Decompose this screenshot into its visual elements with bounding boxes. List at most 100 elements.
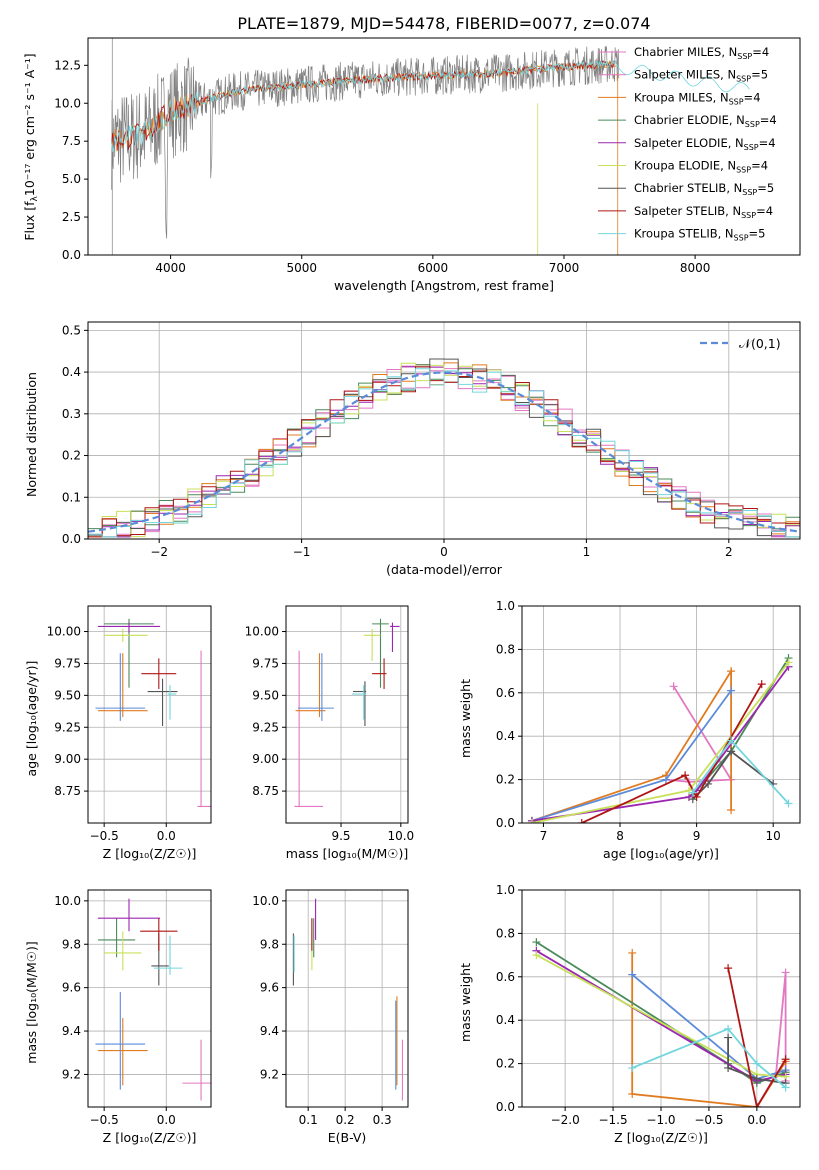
- weight-marker: [532, 938, 541, 947]
- residuals-panel: −2 −1 0 1 2 0.0 0.1 0.2 0.3 0.4 0.5 (data-model)/er…: [24, 321, 801, 577]
- y-tick-label: 1.0: [496, 599, 515, 613]
- x-tick-label: −0.5: [90, 1113, 119, 1127]
- weight-marker: [727, 747, 736, 756]
- weight-marker: [727, 805, 736, 814]
- axes-frame: [521, 605, 801, 824]
- y-tick-label: 0.6: [496, 970, 515, 984]
- y-tick-label: 9.00: [252, 752, 279, 766]
- y-tick-label: 9.8: [62, 937, 81, 951]
- x-tick-label: 10: [766, 829, 781, 843]
- x-axis-label: (data-model)/error: [386, 562, 503, 577]
- residual-histogram: [88, 368, 800, 538]
- legend-entry: Chabrier MILES, NSSP=4: [634, 45, 769, 61]
- y-tick-label: 0.0: [62, 532, 81, 546]
- weight-marker: [661, 775, 670, 784]
- weight-marker: [784, 799, 793, 808]
- weight-line: [727, 1037, 786, 1084]
- y-axis-label: Flux [fλ10⁻¹⁷ erg cm⁻² s⁻¹ A⁻¹]: [22, 53, 40, 240]
- weight-marker: [688, 788, 697, 797]
- x-tick-label: 9: [693, 829, 701, 843]
- weight-marker: [752, 1103, 761, 1107]
- weight-marker: [704, 779, 713, 788]
- weight-marker: [628, 970, 637, 979]
- plot-area: [95, 618, 211, 807]
- x-tick-label: 2: [725, 545, 733, 559]
- axes-frame: [87, 321, 801, 540]
- weight-marker: [727, 736, 736, 745]
- y-tick-label: 10.0: [54, 894, 81, 908]
- x-tick-label: −1: [293, 545, 311, 559]
- x-tick-label: 0.2: [336, 1113, 355, 1127]
- observed-spectrum: [111, 46, 620, 239]
- x-tick-label: −2.0: [551, 1113, 580, 1127]
- weight-marker: [724, 1063, 733, 1072]
- weight-vs-metallicity-panel: −2.0 −1.5 −1.0 −0.5 0.0 0.0 0.2 0.4 0.6 0.8 1.0 Z […: [458, 883, 801, 1145]
- y-tick-label: 0.6: [496, 686, 515, 700]
- x-tick-label: 0.0: [157, 829, 176, 843]
- y-tick-label: 0.2: [496, 1057, 515, 1071]
- axes-frame: [521, 889, 801, 1108]
- weight-marker: [724, 1033, 733, 1042]
- x-tick-label: −1.0: [646, 1113, 675, 1127]
- age-vs-mass-panel: 9.5 10.0 8.75 9.00 9.25 9.50 9.75 10.00 mass [lo…: [245, 605, 414, 861]
- y-tick-label: 10.0: [252, 894, 279, 908]
- axes-frame: [285, 605, 409, 824]
- y-tick-label: 0.3: [62, 407, 81, 421]
- y-axis-label: mass weight: [458, 963, 473, 1042]
- y-tick-label: 0.8: [496, 926, 515, 940]
- mass-vs-metallicity-panel: −0.5 0.0 9.2 9.4 9.6 9.8 10.0 Z [log₁₀(Z/Z☉)] ma…: [24, 889, 212, 1145]
- residual-histogram: [88, 362, 800, 538]
- x-tick-label: 4000: [155, 261, 186, 275]
- axes-frame: [87, 37, 801, 256]
- plot-area: [88, 358, 800, 538]
- axes-frame: [285, 889, 409, 1108]
- y-tick-label: 0.4: [496, 1013, 515, 1027]
- y-tick-label: 9.25: [54, 720, 81, 734]
- x-tick-label: 6000: [418, 261, 449, 275]
- y-tick-label: 9.75: [252, 656, 279, 670]
- weight-marker: [752, 1059, 761, 1068]
- plot-area: [527, 654, 793, 823]
- weight-marker: [727, 667, 736, 676]
- x-tick-label: 8: [616, 829, 624, 843]
- weight-marker: [628, 1063, 637, 1072]
- normal-curve: [88, 371, 800, 533]
- legend-entry: Kroupa STELIB, NSSP=5: [634, 227, 766, 243]
- legend-entry: 𝒩(0,1): [739, 336, 781, 351]
- weight-marker: [628, 948, 637, 957]
- y-axis-label: Normed distribution: [24, 372, 39, 497]
- x-tick-label: 0.3: [373, 1113, 392, 1127]
- weight-line: [531, 690, 732, 822]
- x-tick-label: −0.5: [694, 1113, 723, 1127]
- x-axis-label: Z [log₁₀(Z/Z☉)]: [103, 846, 197, 861]
- y-tick-label: 9.2: [260, 1067, 279, 1081]
- weight-marker: [628, 1089, 637, 1098]
- weight-marker: [784, 658, 793, 667]
- plot-area: [532, 938, 790, 1107]
- x-tick-label: 10.0: [387, 829, 414, 843]
- weight-line: [692, 739, 790, 805]
- y-tick-label: 0.0: [496, 1100, 515, 1114]
- weight-marker: [781, 1055, 790, 1064]
- x-tick-label: −0.5: [90, 829, 119, 843]
- y-tick-label: 9.75: [54, 656, 81, 670]
- weight-marker: [577, 819, 586, 823]
- plot-area: [294, 618, 400, 807]
- x-tick-label: 0: [440, 545, 448, 559]
- y-tick-label: 12.5: [54, 58, 81, 72]
- weight-line: [531, 666, 790, 822]
- legend-entry: Salpeter MILES, NSSP=5: [634, 68, 768, 84]
- x-tick-label: 7: [540, 829, 548, 843]
- weight-marker: [781, 1083, 790, 1092]
- x-tick-label: 9.5: [331, 829, 350, 843]
- x-tick-label: 7000: [549, 261, 580, 275]
- y-tick-label: 8.75: [252, 784, 279, 798]
- legend-entry: Kroupa ELODIE, NSSP=4: [634, 159, 768, 175]
- y-tick-label: 10.0: [54, 96, 81, 110]
- x-tick-label: 0.0: [157, 1113, 176, 1127]
- model-spectrum: [111, 59, 750, 153]
- y-tick-label: 0.4: [496, 729, 515, 743]
- y-axis-label: age [log₁₀(age/yr)]: [24, 661, 39, 777]
- y-tick-label: 9.8: [260, 937, 279, 951]
- x-tick-label: −2: [150, 545, 168, 559]
